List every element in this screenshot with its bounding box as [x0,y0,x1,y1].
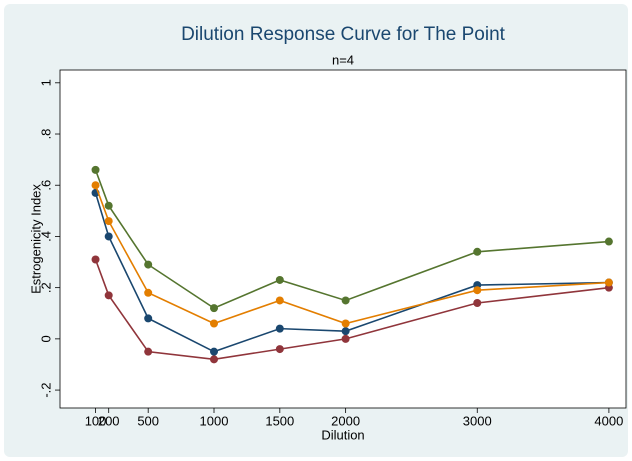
data-point [604,237,613,246]
chart-title: Dilution Response Curve for The Point [181,24,506,45]
data-point [210,304,219,313]
y-tick-label: 0 [38,335,53,342]
x-tick-label: 200 [98,413,120,428]
series-line [94,192,609,353]
x-tick-label: 4000 [594,413,623,428]
data-point [341,327,350,336]
x-tick-label: 1000 [200,413,229,428]
data-point [210,347,219,356]
y-tick-label: -.2 [38,382,53,397]
data-point [144,347,153,356]
data-point [91,181,100,190]
data-point [473,247,482,256]
data-point [275,345,284,354]
y-tick-label: 1 [38,79,53,86]
x-tick-label: 500 [137,413,159,428]
x-axis-label: Dilution [321,427,364,442]
chart-subtitle: n=4 [332,52,354,67]
data-point [144,288,153,297]
data-point [104,232,113,241]
data-point [275,275,284,284]
data-point [473,299,482,308]
data-point [341,296,350,305]
plot-region [59,69,627,409]
series-line [94,184,609,325]
data-point [104,291,113,300]
data-point [473,286,482,295]
data-point [144,314,153,323]
y-tick-label: .6 [38,180,53,191]
data-point [104,217,113,226]
data-point [604,278,613,287]
x-tick-label: 1500 [265,413,294,428]
data-point [91,255,100,264]
data-point [91,165,100,174]
y-tick-label: .4 [38,231,53,242]
data-point [341,334,350,343]
y-tick-label: .2 [38,282,53,293]
data-point [275,324,284,333]
data-point [341,319,350,328]
x-tick-label: 2000 [331,413,360,428]
y-axis-label: Estrogenicity Index [28,184,43,294]
x-tick-label: 3000 [463,413,492,428]
series-line [94,259,609,361]
series-line [94,169,609,310]
y-tick-label: .8 [38,129,53,140]
x-tick-label: 100 [85,413,107,428]
data-point [144,260,153,269]
data-point [210,355,219,364]
data-point [275,296,284,305]
data-point [210,319,219,328]
data-point [104,201,113,210]
